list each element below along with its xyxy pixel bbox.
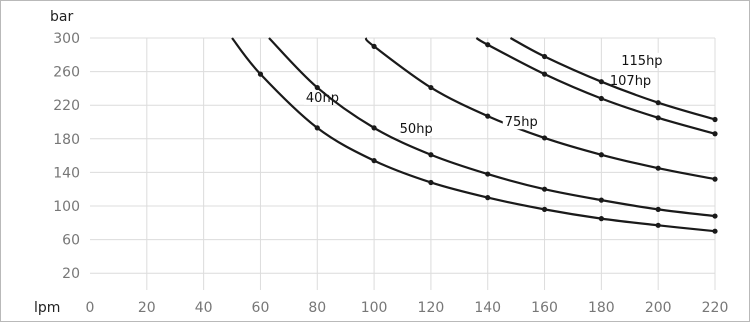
data-point bbox=[371, 158, 377, 164]
y-tick-label: 300 bbox=[53, 31, 80, 47]
series-50hp: 50hp bbox=[268, 37, 718, 219]
data-point bbox=[371, 125, 377, 131]
series-label: 50hp bbox=[400, 122, 433, 137]
tick-labels: 0 20 40 60 80 100 120 140 160 180 200 220 20 60 100 140… bbox=[53, 31, 728, 316]
data-point bbox=[485, 42, 491, 48]
series-label-bg bbox=[619, 52, 664, 68]
series-label-bg bbox=[607, 73, 652, 89]
data-point bbox=[314, 84, 320, 91]
data-point bbox=[712, 213, 718, 219]
data-point bbox=[598, 152, 604, 158]
x-tick-label: 100 bbox=[361, 300, 388, 316]
data-point bbox=[598, 95, 604, 102]
x-tick-label: 60 bbox=[252, 300, 270, 316]
series-label: 107hp bbox=[610, 74, 651, 89]
data-point bbox=[257, 71, 264, 77]
x-tick-label: 40 bbox=[195, 300, 213, 316]
x-tick-label: 220 bbox=[702, 300, 729, 316]
data-point bbox=[428, 152, 434, 158]
x-tick-label: 180 bbox=[588, 300, 615, 316]
curve-line bbox=[475, 37, 716, 135]
series-label: 40hp bbox=[306, 91, 339, 106]
series-75hp: 75hp bbox=[364, 37, 718, 182]
curve-line bbox=[231, 37, 716, 233]
data-point bbox=[541, 135, 548, 141]
x-tick-label: 120 bbox=[418, 300, 445, 316]
series-label-bg bbox=[502, 114, 539, 130]
y-tick-label: 60 bbox=[62, 233, 80, 249]
data-point bbox=[314, 125, 320, 131]
data-point bbox=[598, 79, 604, 85]
x-tick-label: 0 bbox=[86, 300, 95, 316]
y-axis-unit: bar bbox=[50, 9, 73, 25]
data-point bbox=[541, 53, 548, 60]
x-tick-label: 80 bbox=[308, 300, 326, 316]
series-label-bg bbox=[303, 89, 340, 105]
data-point bbox=[655, 115, 661, 121]
data-point bbox=[485, 195, 491, 201]
data-point bbox=[598, 197, 604, 203]
data-point bbox=[655, 100, 661, 106]
x-tick-label: 140 bbox=[474, 300, 501, 316]
data-point bbox=[485, 113, 491, 119]
series: 40hp 50hp 75hp 107hp 115hp bbox=[231, 37, 718, 234]
series-115hp: 115hp bbox=[509, 37, 718, 123]
data-point bbox=[541, 71, 548, 77]
series-label: 115hp bbox=[621, 54, 662, 69]
x-tick-label: 160 bbox=[531, 300, 558, 316]
data-point bbox=[712, 131, 718, 137]
data-point bbox=[655, 222, 661, 228]
data-point bbox=[712, 176, 718, 182]
data-point bbox=[598, 216, 604, 222]
y-tick-label: 260 bbox=[53, 65, 80, 81]
data-point bbox=[655, 165, 661, 171]
data-point bbox=[485, 171, 491, 177]
x-tick-label: 20 bbox=[138, 300, 156, 316]
series-107hp: 107hp bbox=[475, 37, 718, 137]
data-point bbox=[712, 228, 718, 234]
y-tick-label: 180 bbox=[53, 132, 80, 148]
data-point bbox=[428, 84, 434, 91]
series-40hp: 40hp bbox=[231, 37, 718, 234]
data-point bbox=[712, 116, 718, 123]
data-point bbox=[541, 186, 548, 192]
data-point bbox=[428, 179, 434, 186]
y-tick-label: 100 bbox=[53, 199, 80, 215]
data-point bbox=[371, 43, 377, 50]
y-tick-label: 140 bbox=[53, 165, 80, 181]
y-tick-label: 20 bbox=[62, 266, 80, 282]
series-label-bg bbox=[397, 120, 434, 136]
data-point bbox=[541, 206, 548, 212]
series-label: 75hp bbox=[505, 115, 538, 130]
y-tick-label: 220 bbox=[53, 98, 80, 114]
x-axis-unit: lpm bbox=[34, 300, 60, 316]
data-point bbox=[655, 206, 661, 212]
x-tick-label: 200 bbox=[645, 300, 672, 316]
